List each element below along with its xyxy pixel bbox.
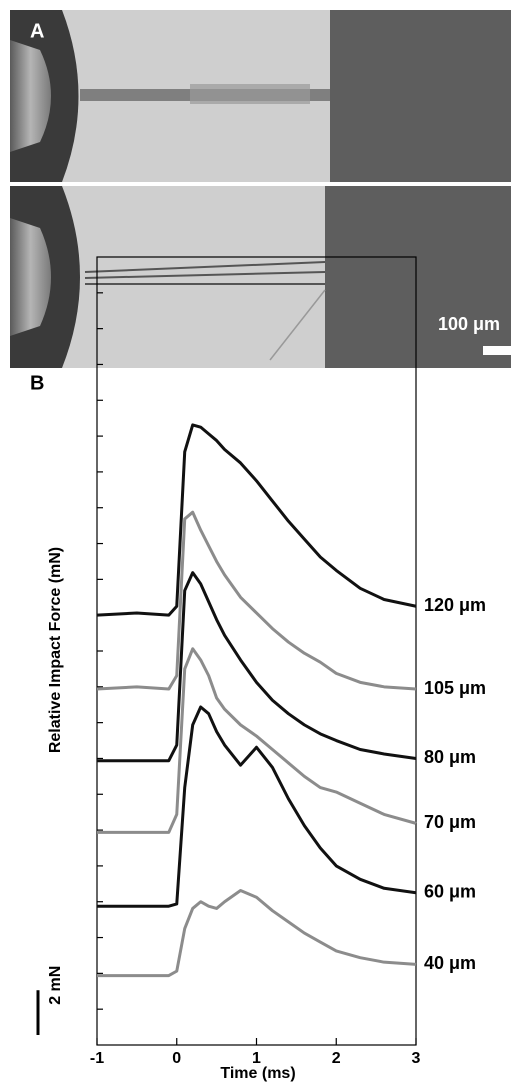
- y-axis-label: Relative Impact Force (mN): [47, 547, 64, 753]
- trace-label: 120 μm: [424, 595, 486, 615]
- trace-label: 105 μm: [424, 678, 486, 698]
- micrograph-bottom: [10, 186, 513, 368]
- scale-bar-label: 100 μm: [438, 314, 500, 334]
- trace: [96, 510, 417, 691]
- x-axis-label: Time (ms): [220, 1065, 295, 1082]
- panel-label: A: [30, 20, 44, 42]
- x-tick-label: 2: [332, 1050, 341, 1067]
- trace-label: 70 μm: [424, 812, 476, 832]
- trace-label: 80 μm: [424, 747, 476, 767]
- trace-label: 40 μm: [424, 953, 476, 973]
- x-tick-label: 1: [252, 1050, 261, 1067]
- trace: [97, 647, 417, 834]
- trace: [97, 571, 417, 763]
- trace-label: 60 μm: [424, 882, 476, 902]
- micrograph-top: [10, 10, 511, 182]
- trace: [96, 423, 417, 617]
- trace: [97, 889, 417, 978]
- x-tick-label: 3: [412, 1050, 421, 1067]
- trace: [97, 705, 417, 908]
- panel-label: B: [30, 372, 44, 394]
- x-tick-label: 0: [172, 1050, 181, 1067]
- scale-bar-label: 2 mN: [47, 966, 64, 1005]
- x-tick-label: -1: [90, 1050, 104, 1067]
- plot-frame: [96, 256, 417, 1046]
